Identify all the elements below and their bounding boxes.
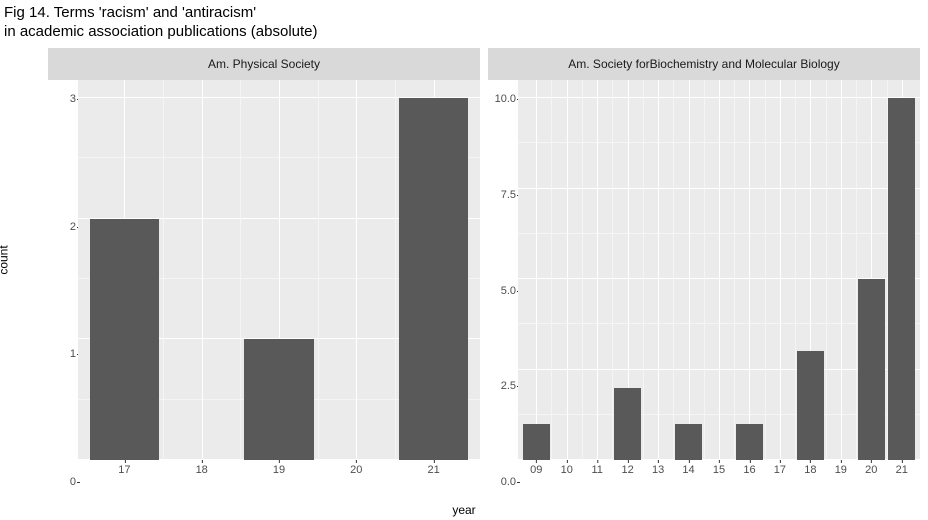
strip-line: Am. Society for [568, 57, 649, 71]
bars [518, 80, 920, 460]
x-tick: 17 [774, 464, 786, 476]
y-tick: 1 [70, 348, 76, 360]
plot-area [78, 80, 480, 460]
y-tick: 0.0 [501, 476, 516, 488]
x-ticks: 09 10 11 12 13 14 15 16 17 18 19 20 21 [518, 460, 920, 482]
y-axis-label: count [0, 245, 11, 274]
bar [797, 351, 824, 460]
y-ticks: 0.02.55.07.510.0 [488, 80, 518, 482]
panel-strip: Am. Physical Society [48, 48, 480, 80]
bar [858, 279, 885, 460]
y-tick: 2.5 [501, 380, 516, 392]
x-axis-label: year [0, 503, 928, 517]
bars [78, 80, 480, 460]
x-tick: 15 [713, 464, 725, 476]
bar [523, 424, 550, 460]
x-tick: 21 [896, 464, 908, 476]
strip-line: Biochemistry and Molecular Biology [650, 57, 840, 71]
x-tick: 21 [427, 464, 439, 476]
y-tick: 3 [70, 93, 76, 105]
figure-title: Fig 14. Terms 'racism' and 'antiracism' … [4, 4, 318, 42]
x-tick: 14 [682, 464, 694, 476]
panel-col: 09 10 11 12 13 14 15 16 17 18 19 20 21 [518, 80, 920, 482]
bar [614, 388, 641, 460]
x-tick: 19 [835, 464, 847, 476]
bar [675, 424, 702, 460]
bar [888, 98, 915, 460]
bar [90, 219, 160, 460]
y-tick: 10.0 [495, 93, 516, 105]
y-tick: 7.5 [501, 189, 516, 201]
panel-col: 17 18 19 20 21 [78, 80, 480, 482]
x-tick: 12 [622, 464, 634, 476]
bar [244, 339, 314, 460]
panel-body: 0.02.55.07.510.0091011121314151617181920… [488, 80, 920, 482]
x-tick: 16 [743, 464, 755, 476]
y-ticks: 0123 [48, 80, 78, 482]
panels-container: Am. Physical Society01231718192021Am. So… [48, 48, 920, 482]
title-line-1: Fig 14. Terms 'racism' and 'antiracism' [4, 4, 256, 21]
x-tick: 19 [273, 464, 285, 476]
x-tick: 09 [530, 464, 542, 476]
x-tick: 18 [804, 464, 816, 476]
x-tick: 17 [118, 464, 130, 476]
x-tick: 13 [652, 464, 664, 476]
x-ticks: 17 18 19 20 21 [78, 460, 480, 482]
panel-body: 01231718192021 [48, 80, 480, 482]
x-tick: 10 [561, 464, 573, 476]
y-tick: 0 [70, 476, 76, 488]
x-tick: 20 [865, 464, 877, 476]
y-tick: 2 [70, 221, 76, 233]
title-line-2: in academic association publications (ab… [4, 23, 318, 40]
x-tick: 20 [350, 464, 362, 476]
figure: Fig 14. Terms 'racism' and 'antiracism' … [0, 0, 928, 520]
x-tick: 18 [196, 464, 208, 476]
x-tick: 11 [591, 464, 602, 476]
y-tick: 5.0 [501, 285, 516, 297]
plot-area [518, 80, 920, 460]
strip-line: Am. Physical Society [208, 57, 320, 71]
panel-1: Am. Society forBiochemistry and Molecula… [488, 48, 920, 482]
panel-0: Am. Physical Society01231718192021 [48, 48, 480, 482]
bar [736, 424, 763, 460]
panel-strip: Am. Society forBiochemistry and Molecula… [488, 48, 920, 80]
bar [399, 98, 469, 460]
